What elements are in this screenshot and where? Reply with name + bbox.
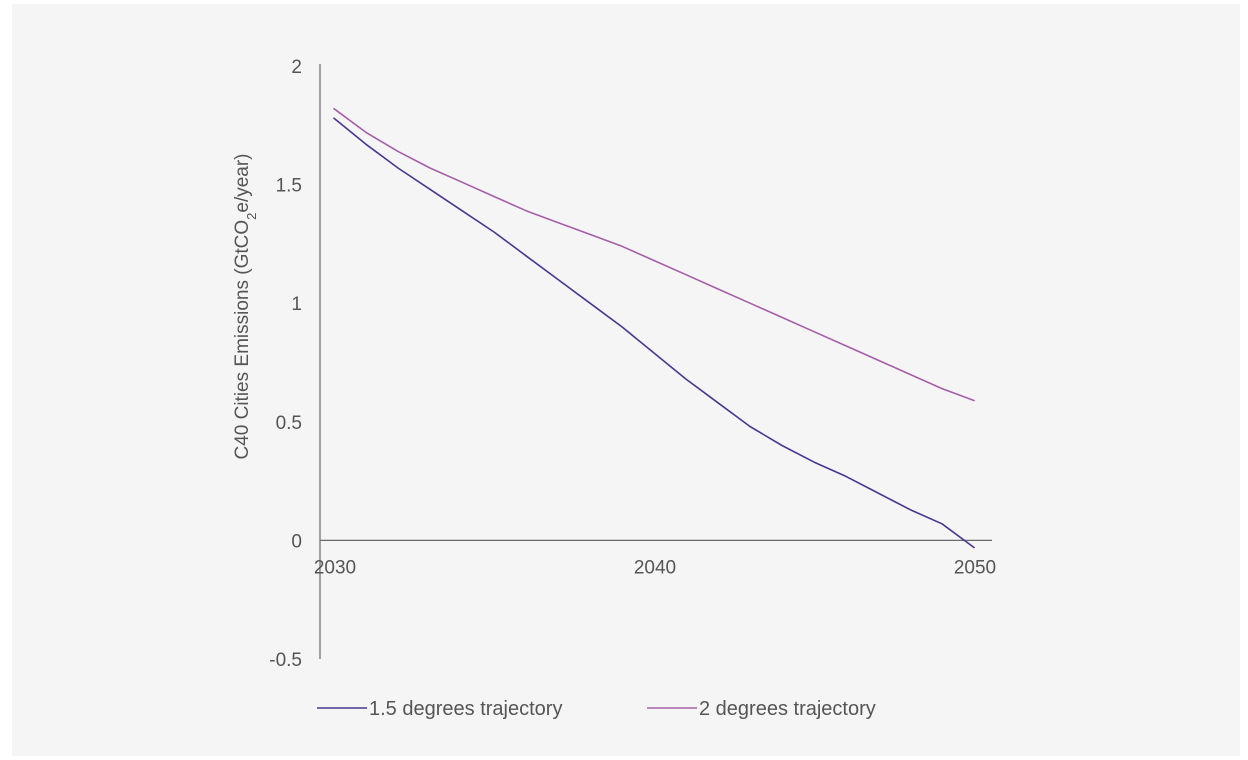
y-tick-label: 0.5 [276, 413, 302, 434]
legend: 1.5 degrees trajectory 2 degrees trajecto… [317, 698, 876, 720]
line-chart: 2 1.5 1 0.5 0 -0.5 2030 2040 2050 C40 Cities Em… [232, 57, 996, 720]
series-lines [333, 107, 975, 549]
axes [319, 64, 992, 659]
y-tick-label: 2 [291, 57, 302, 78]
x-tick-label: 2050 [954, 557, 996, 578]
y-tick-label: 1.5 [276, 176, 302, 197]
y-axis-title-subscript: 2 [244, 213, 259, 220]
chart-panel: 2 1.5 1 0.5 0 -0.5 2030 2040 2050 C40 Cities Em… [12, 4, 1240, 756]
series-line-1 [333, 117, 975, 549]
y-axis-title-unit: e/year) [232, 153, 253, 212]
y-axis-title: C40 Cities Emissions (GtCO2e/year) [232, 153, 259, 459]
x-tick-label: 2040 [634, 557, 676, 578]
x-tick-label: 2030 [314, 557, 356, 578]
y-tick-label: 1 [291, 294, 302, 315]
series-line-2 [333, 107, 975, 402]
y-tick-label: 0 [291, 531, 302, 552]
legend-label-2: 2 degrees trajectory [699, 698, 876, 720]
y-tick-label: -0.5 [269, 650, 302, 671]
y-tick-labels: 2 1.5 1 0.5 0 -0.5 [269, 57, 302, 671]
x-tick-labels: 2030 2040 2050 [314, 557, 996, 578]
legend-label-1: 1.5 degrees trajectory [369, 698, 562, 720]
y-axis-title-main: C40 Cities Emissions (GtCO [232, 220, 253, 460]
